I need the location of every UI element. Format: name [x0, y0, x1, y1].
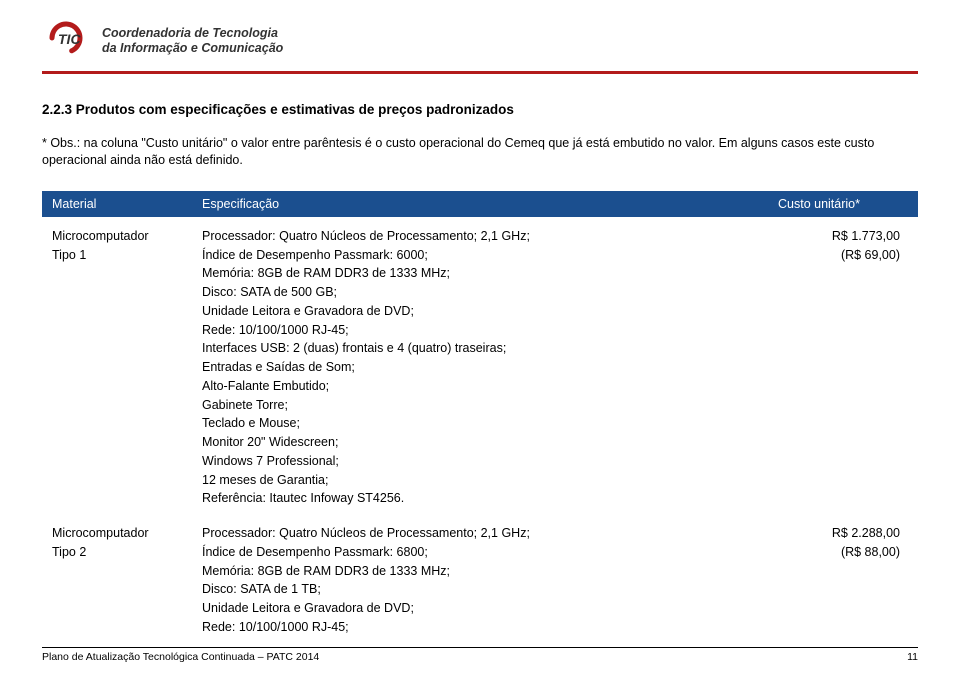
table-row: Microcomputador Tipo 2 Processador: Quat…	[42, 514, 918, 643]
cell-spec: Processador: Quatro Núcleos de Processam…	[202, 524, 778, 637]
section-observation: * Obs.: na coluna "Custo unitário" o val…	[42, 135, 918, 169]
spec-line: Windows 7 Professional;	[202, 452, 778, 471]
footer-left: Plano de Atualização Tecnológica Continu…	[42, 651, 319, 663]
cost-sub: (R$ 69,00)	[778, 246, 900, 265]
section-title: 2.2.3 Produtos com especificações e esti…	[42, 102, 918, 117]
table-row: Microcomputador Tipo 1 Processador: Quat…	[42, 217, 918, 514]
cost-sub: (R$ 88,00)	[778, 543, 900, 562]
col-header-spec: Especificação	[202, 197, 778, 211]
cell-cost: R$ 1.773,00 (R$ 69,00)	[778, 227, 908, 265]
cell-material: Microcomputador Tipo 2	[52, 524, 202, 562]
cost-main: R$ 1.773,00	[778, 227, 900, 246]
spec-line: Índice de Desempenho Passmark: 6000;	[202, 246, 778, 265]
spec-line: Rede: 10/100/1000 RJ-45;	[202, 321, 778, 340]
cell-material: Microcomputador Tipo 1	[52, 227, 202, 265]
spec-line: Disco: SATA de 1 TB;	[202, 580, 778, 599]
material-type: Tipo 1	[52, 246, 202, 265]
cell-cost: R$ 2.288,00 (R$ 88,00)	[778, 524, 908, 562]
spec-line: Processador: Quatro Núcleos de Processam…	[202, 227, 778, 246]
spec-line: Referência: Itautec Infoway ST4256.	[202, 489, 778, 508]
spec-line: Disco: SATA de 500 GB;	[202, 283, 778, 302]
spec-line: Interfaces USB: 2 (duas) frontais e 4 (q…	[202, 339, 778, 358]
svg-text:TIC: TIC	[58, 31, 81, 47]
table-header-row: Material Especificação Custo unitário*	[42, 191, 918, 217]
material-type: Tipo 2	[52, 543, 202, 562]
header-rule	[42, 71, 918, 74]
spec-line: Unidade Leitora e Gravadora de DVD;	[202, 302, 778, 321]
footer-page-number: 11	[907, 651, 918, 663]
spec-table: Material Especificação Custo unitário* M…	[42, 191, 918, 643]
spec-line: Teclado e Mouse;	[202, 414, 778, 433]
spec-line: Memória: 8GB de RAM DDR3 de 1333 MHz;	[202, 562, 778, 581]
spec-line: Monitor 20" Widescreen;	[202, 433, 778, 452]
spec-line: Rede: 10/100/1000 RJ-45;	[202, 618, 778, 637]
spec-line: Entradas e Saídas de Som;	[202, 358, 778, 377]
spec-line: Alto-Falante Embutido;	[202, 377, 778, 396]
spec-line: 12 meses de Garantia;	[202, 471, 778, 490]
spec-line: Índice de Desempenho Passmark: 6800;	[202, 543, 778, 562]
org-line-1: Coordenadoria de Tecnologia	[102, 26, 283, 40]
org-name: Coordenadoria de Tecnologia da Informaçã…	[102, 26, 283, 55]
material-name: Microcomputador	[52, 524, 202, 543]
col-header-material: Material	[52, 197, 202, 211]
col-header-cost: Custo unitário*	[778, 197, 908, 211]
page-footer: Plano de Atualização Tecnológica Continu…	[42, 647, 918, 663]
document-header: TIC Coordenadoria de Tecnologia da Infor…	[42, 18, 918, 69]
spec-line: Unidade Leitora e Gravadora de DVD;	[202, 599, 778, 618]
cost-main: R$ 2.288,00	[778, 524, 900, 543]
spec-line: Processador: Quatro Núcleos de Processam…	[202, 524, 778, 543]
material-name: Microcomputador	[52, 227, 202, 246]
spec-line: Gabinete Torre;	[202, 396, 778, 415]
tic-logo: TIC	[42, 18, 92, 63]
spec-line: Memória: 8GB de RAM DDR3 de 1333 MHz;	[202, 264, 778, 283]
cell-spec: Processador: Quatro Núcleos de Processam…	[202, 227, 778, 508]
org-line-2: da Informação e Comunicação	[102, 41, 283, 55]
